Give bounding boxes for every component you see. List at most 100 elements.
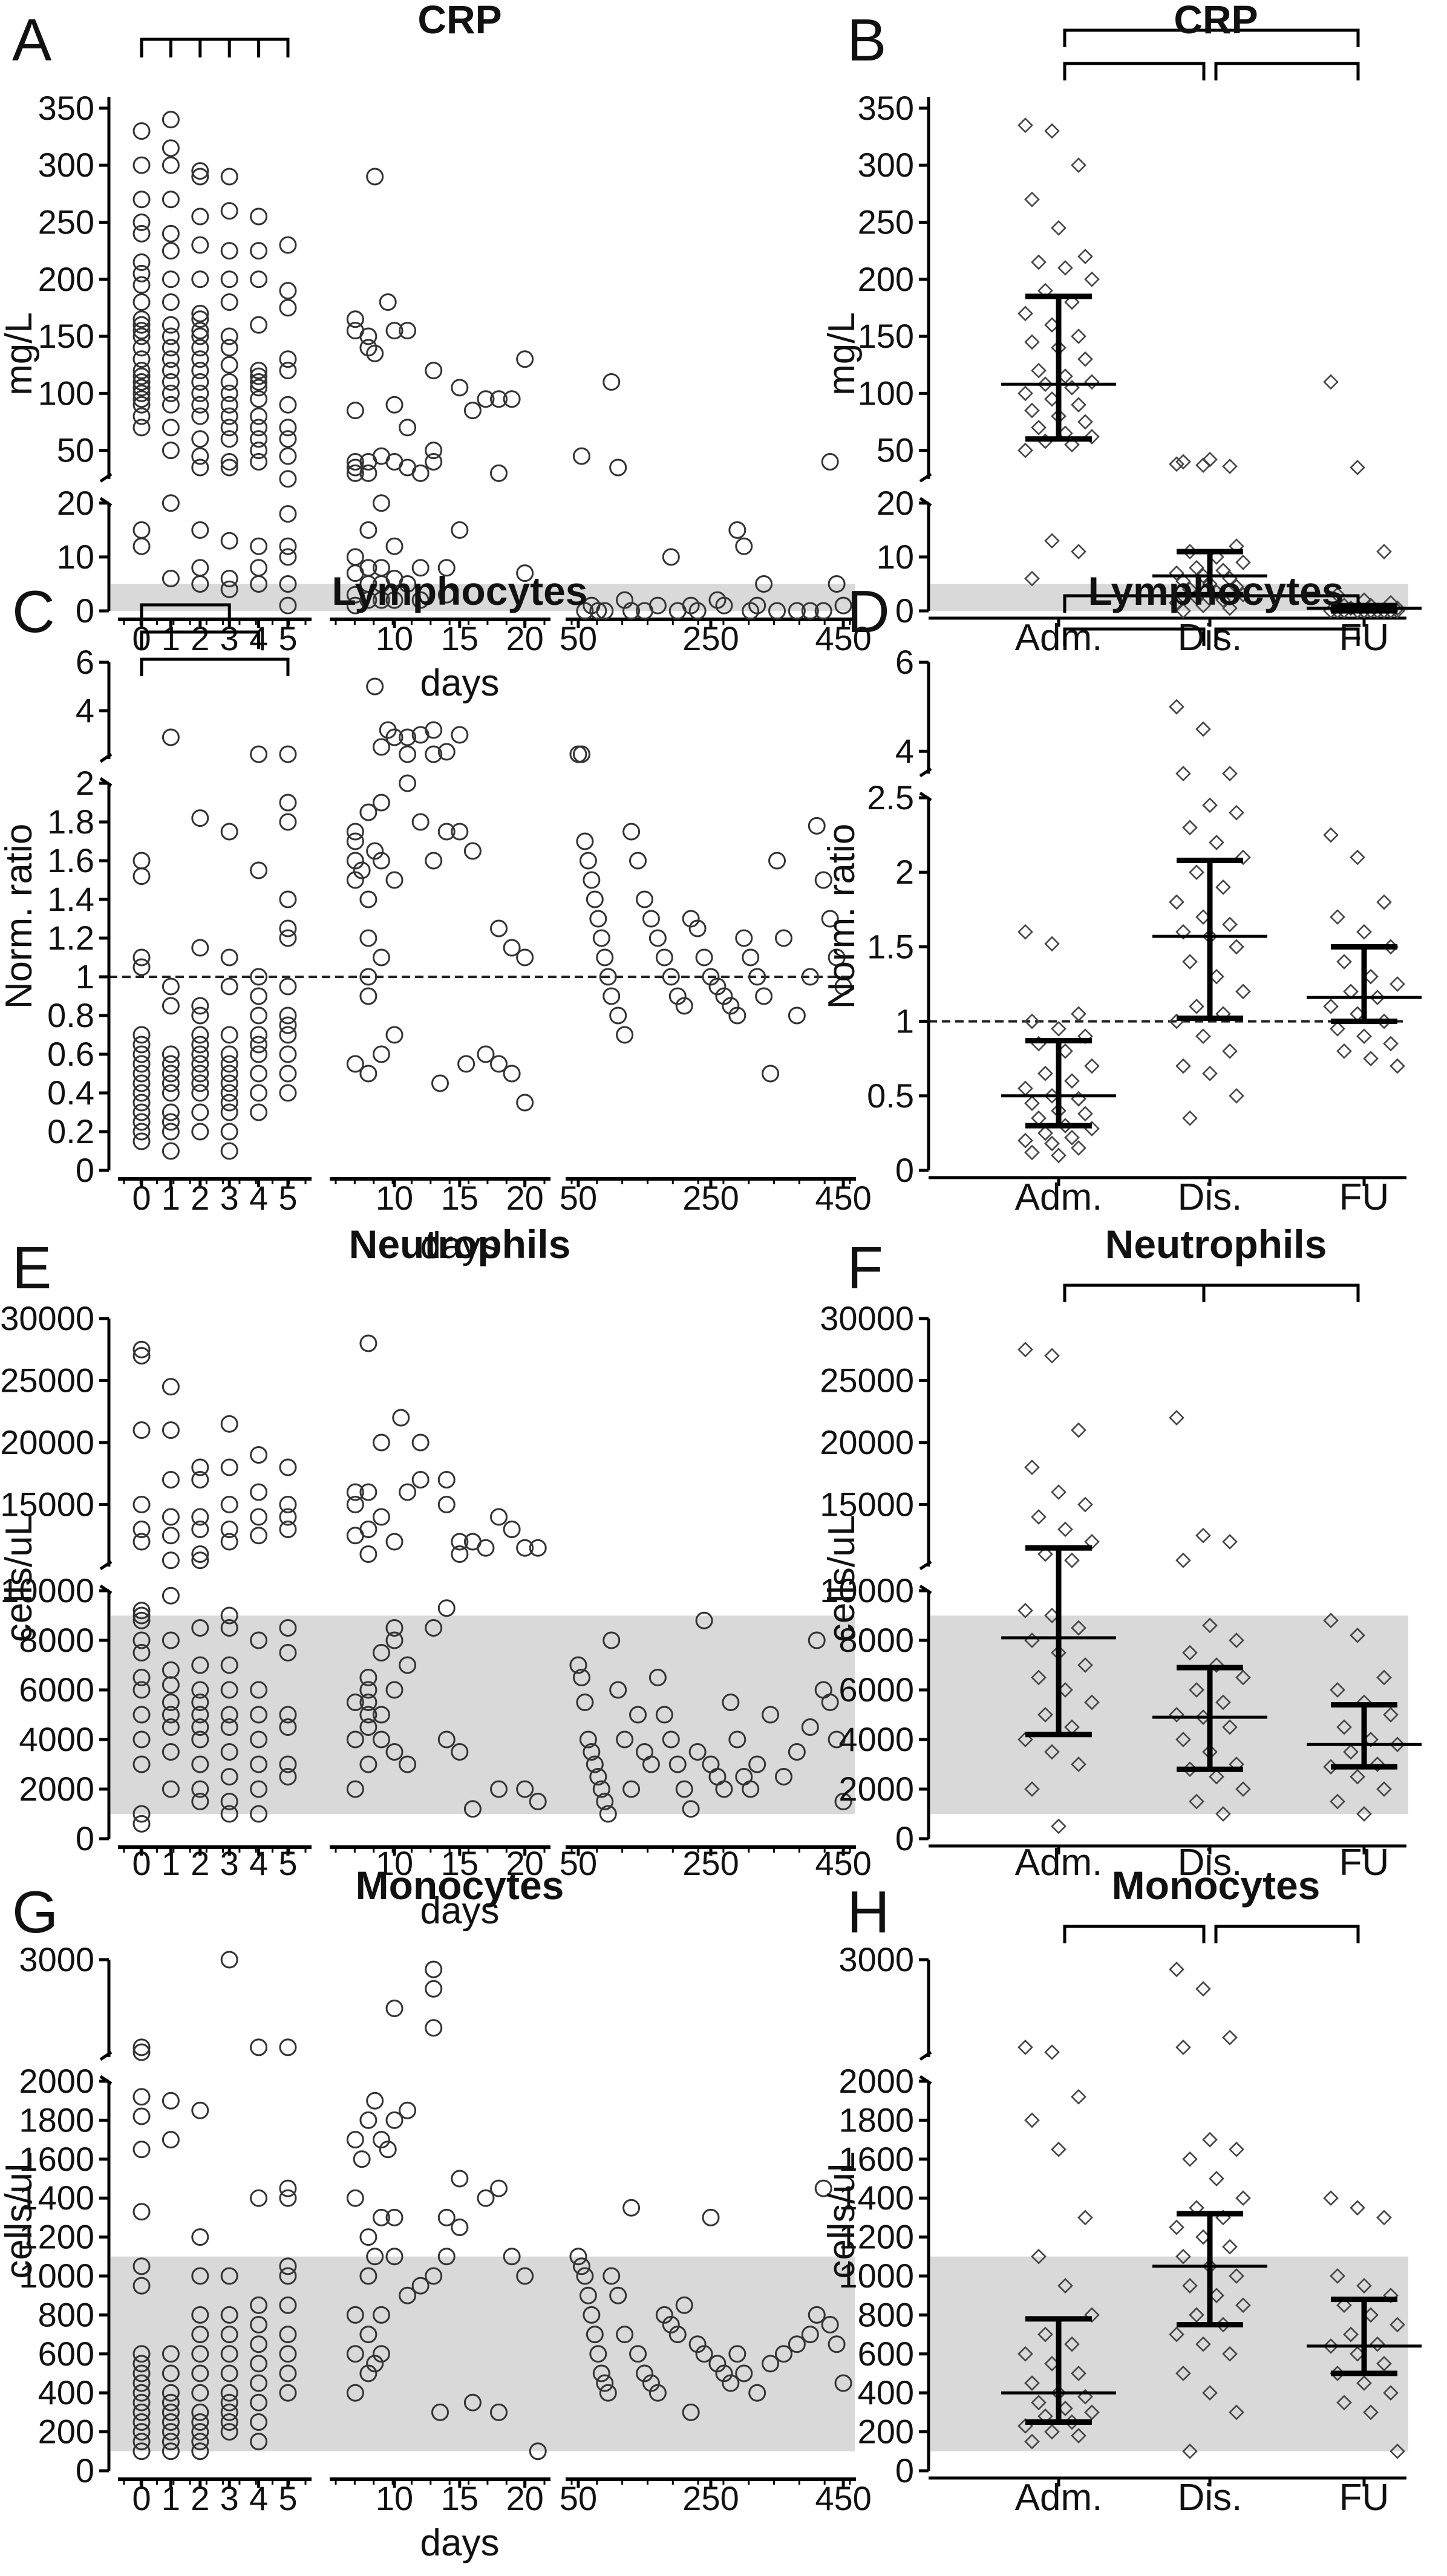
b-data-point (1175, 454, 1191, 470)
c-data-point (132, 1074, 151, 1092)
c-data-point (279, 745, 297, 763)
h-data-point (1031, 2395, 1047, 2411)
c-data-point (702, 968, 720, 986)
g-data-point (162, 2442, 180, 2460)
h-y-tick-label: 1000 (838, 2257, 914, 2295)
g-data-point (728, 2345, 746, 2363)
a-data-point (162, 373, 180, 391)
a-y-label: mg/L (0, 312, 40, 396)
h-data-point (1356, 2375, 1372, 2391)
g-data-point (191, 2413, 209, 2431)
a-data-point (250, 537, 268, 555)
b-data-point (1024, 570, 1040, 587)
e-data-point (279, 1768, 297, 1785)
f-data-point (1330, 1682, 1345, 1698)
e-data-point (828, 1730, 846, 1749)
g-data-point (220, 2423, 238, 2441)
g-data-point (132, 2413, 151, 2431)
a-x-tick-label: 250 (682, 619, 739, 657)
e-normal-range-band (111, 1616, 855, 1814)
g-data-point (399, 2101, 417, 2119)
e-x-tick-label: 250 (682, 1844, 739, 1882)
a-data-point (411, 559, 430, 577)
e-data-point (220, 1656, 238, 1674)
g-data-point (702, 2208, 720, 2226)
c-data-point (353, 861, 371, 879)
g-data-point (576, 2267, 594, 2285)
c-data-point (821, 910, 839, 928)
h-title: Monocytes (1112, 1863, 1321, 1908)
a-data-point (132, 213, 151, 231)
c-data-point (372, 948, 390, 967)
b-category-label: FU (1339, 617, 1390, 659)
a-data-point (162, 442, 180, 460)
h-data-point (1084, 2307, 1100, 2323)
g-data-point (346, 2131, 364, 2149)
g-data-point (359, 2267, 377, 2285)
h-category-label: Dis. (1178, 2477, 1243, 2519)
e-title: Neutrophils (349, 1222, 571, 1267)
h-data-point (1044, 2424, 1060, 2440)
a-data-point (191, 168, 209, 186)
e-data-point (599, 1805, 617, 1823)
a-data-point (220, 396, 238, 414)
b-data-point (1084, 429, 1100, 445)
f-data-point (1350, 1769, 1365, 1785)
b-significance-bracket (1063, 28, 1360, 47)
e-y-break-mark (99, 1560, 113, 1571)
a-data-point (220, 168, 238, 186)
e-data-point (250, 1446, 268, 1464)
g-data-point (801, 2326, 819, 2344)
g-data-point (648, 2384, 667, 2402)
a-data-point (162, 191, 180, 209)
a-data-point (279, 505, 297, 523)
a-data-point (372, 591, 390, 609)
e-data-point (132, 1805, 151, 1823)
g-data-point (579, 2286, 597, 2304)
h-data-point (1330, 2268, 1345, 2284)
a-data-point (279, 537, 297, 555)
g-data-point (346, 2306, 364, 2324)
c-data-point (250, 1103, 268, 1121)
e-x-tick-label: 10 (376, 1844, 413, 1882)
g-y-tick-label: 400 (38, 2373, 94, 2411)
c-data-point (359, 968, 377, 986)
c-data-point (132, 1045, 151, 1063)
d-data-point (1222, 1043, 1238, 1059)
c-data-point (162, 1103, 180, 1121)
e-x-tick-label: 0 (132, 1844, 151, 1882)
a-data-point (250, 367, 268, 385)
d-data-point (1336, 954, 1352, 970)
b-data-point (1235, 554, 1251, 570)
a-data-point (132, 156, 151, 174)
c-data-point (279, 1006, 297, 1025)
g-data-point (451, 2170, 469, 2188)
a-data-point (191, 430, 209, 448)
g-data-point (132, 2345, 151, 2363)
e-data-point (372, 1730, 390, 1749)
c-x-tick-label: 250 (682, 1179, 739, 1217)
g-y-tick-label: 600 (38, 2335, 94, 2373)
g-data-point (708, 2355, 727, 2373)
e-data-point (385, 1619, 403, 1637)
a-data-point (191, 396, 209, 414)
e-data-point (516, 1780, 534, 1798)
h-y-tick-label: 200 (858, 2413, 914, 2451)
c-data-point (132, 948, 151, 967)
b-data-point (1077, 351, 1093, 367)
c-data-point (279, 1065, 297, 1083)
e-data-point (346, 1483, 364, 1501)
e-data-point (132, 1669, 151, 1686)
f-y-tick-label: 4000 (838, 1720, 914, 1758)
d-data-point (1323, 827, 1339, 843)
c-data-point (162, 1055, 180, 1073)
d-data-point (1182, 954, 1198, 970)
a-data-point (346, 453, 364, 471)
h-data-point (1202, 2385, 1218, 2401)
h-data-point (1195, 2336, 1211, 2352)
a-y-tick-label: 100 (38, 374, 94, 412)
f-data-point (1383, 1707, 1399, 1723)
b-data-point (1017, 117, 1033, 133)
a-data-point (191, 327, 209, 345)
c-y-tick-label: 1.2 (47, 919, 94, 957)
